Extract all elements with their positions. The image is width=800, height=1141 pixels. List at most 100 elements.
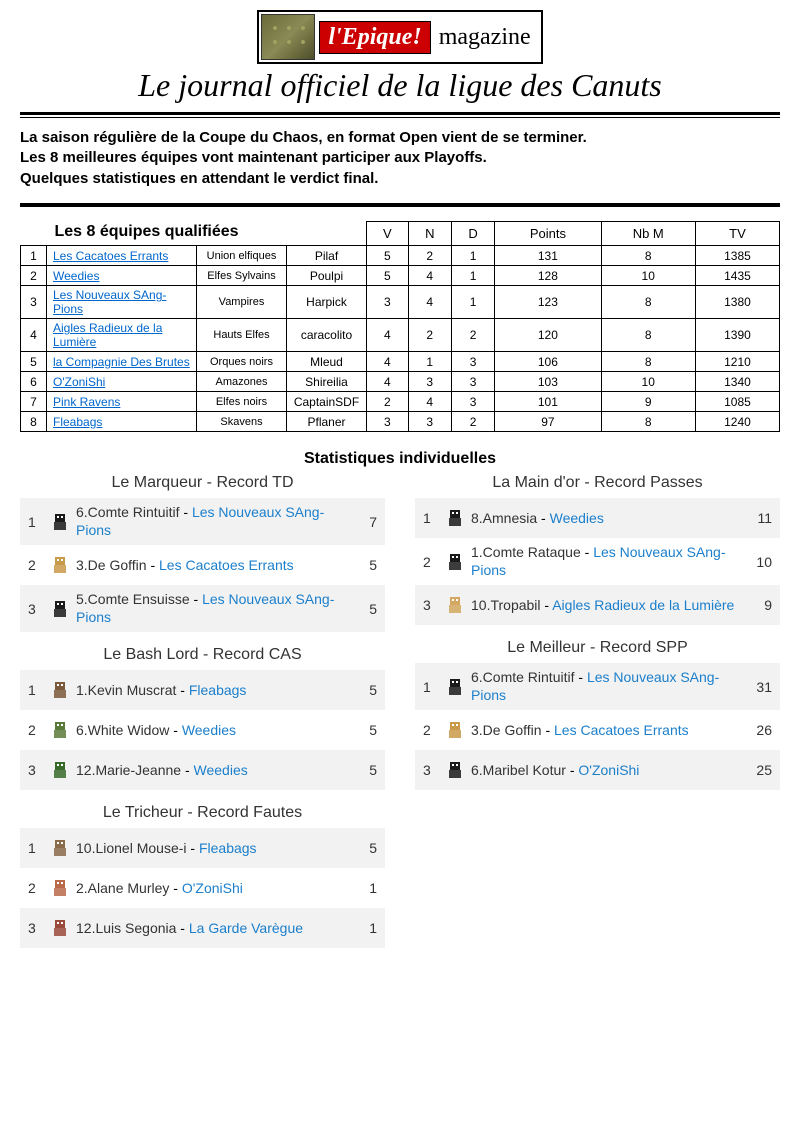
team-link[interactable]: la Compagnie Des Brutes: [47, 352, 197, 372]
player-sprite-icon: [50, 838, 70, 858]
stat-cell: 3: [451, 372, 494, 392]
stat-text: 3.De Goffin - Les Cacatoes Errants: [76, 557, 341, 575]
team-link[interactable]: Pink Ravens: [47, 392, 197, 412]
stat-value: 5: [347, 682, 377, 698]
rank-cell: 7: [21, 392, 47, 412]
stat-cell: 131: [495, 246, 601, 266]
stat-cell: 1: [451, 266, 494, 286]
col-header: V: [367, 221, 409, 246]
stat-cell: 103: [495, 372, 601, 392]
stat-value: 7: [347, 514, 377, 530]
stat-position: 3: [28, 920, 44, 936]
stat-row: 36.Maribel Kotur - O'ZoniShi25: [415, 750, 780, 790]
stat-cell: 1: [451, 246, 494, 266]
table-row: 6O'ZoniShiAmazonesShireilia433103101340: [21, 372, 780, 392]
stat-cell: 101: [495, 392, 601, 412]
individual-stats-title: Statistiques individuelles: [20, 450, 780, 468]
team-link[interactable]: Les Cacatoes Errants: [47, 246, 197, 266]
table-row: 2WeediesElfes SylvainsPoulpi541128101435: [21, 266, 780, 286]
stat-text: 1.Kevin Muscrat - Fleabags: [76, 682, 341, 700]
stat-cell: 1435: [695, 266, 779, 286]
col-header: TV: [695, 221, 779, 246]
stat-cell: 3: [408, 372, 451, 392]
team-link[interactable]: Les Nouveaux SAng-Pions: [47, 286, 197, 319]
stat-value: 1: [347, 920, 377, 936]
stat-row: 18.Amnesia - Weedies11: [415, 498, 780, 538]
player-name: 5.Comte Ensuisse: [76, 591, 190, 607]
stat-text: 2.Alane Murley - O'ZoniShi: [76, 880, 341, 898]
stat-position: 2: [423, 722, 439, 738]
player-name: 1.Comte Rataque: [471, 544, 581, 560]
player-name: 6.Comte Rintuitif: [76, 504, 179, 520]
stat-cell: 1210: [695, 352, 779, 372]
race-cell: Orques noirs: [197, 352, 287, 372]
stat-position: 1: [28, 682, 44, 698]
stat-cell: 4: [408, 392, 451, 412]
team-link[interactable]: O'ZoniShi: [182, 880, 243, 896]
stat-cell: 3: [451, 392, 494, 412]
team-link[interactable]: Les Cacatoes Errants: [554, 722, 689, 738]
rank-cell: 3: [21, 286, 47, 319]
stat-cell: 10: [601, 372, 695, 392]
coach-cell: Mleud: [287, 352, 367, 372]
team-link[interactable]: Weedies: [47, 266, 197, 286]
player-name: 12.Marie-Jeanne: [76, 762, 181, 778]
stat-block-title: Le Bash Lord - Record CAS: [20, 646, 385, 664]
stat-value: 5: [347, 557, 377, 573]
rank-cell: 5: [21, 352, 47, 372]
team-link[interactable]: Aigles Radieux de la Lumière: [47, 319, 197, 352]
team-link[interactable]: Weedies: [194, 762, 248, 778]
player-name: 2.Alane Murley: [76, 880, 169, 896]
stat-position: 1: [423, 679, 439, 695]
stat-position: 3: [423, 597, 439, 613]
stat-value: 25: [742, 762, 772, 778]
team-link[interactable]: Aigles Radieux de la Lumière: [552, 597, 734, 613]
race-cell: Elfes Sylvains: [197, 266, 287, 286]
stat-text: 6.Comte Rintuitif - Les Nouveaux SAng-Pi…: [471, 669, 736, 704]
stat-cell: 1085: [695, 392, 779, 412]
player-name: 3.De Goffin: [76, 557, 147, 573]
stats-column-left: Le Marqueur - Record TD16.Comte Rintuiti…: [20, 474, 385, 962]
team-link[interactable]: Fleabags: [47, 412, 197, 432]
stat-value: 31: [742, 679, 772, 695]
stat-cell: 9: [601, 392, 695, 412]
stat-value: 5: [347, 601, 377, 617]
stat-row: 21.Comte Rataque - Les Nouveaux SAng-Pio…: [415, 538, 780, 585]
qualified-title: Les 8 équipes qualifiées: [25, 223, 239, 244]
stat-cell: 5: [367, 266, 409, 286]
team-link[interactable]: O'ZoniShi: [578, 762, 639, 778]
stat-position: 2: [28, 722, 44, 738]
rank-cell: 2: [21, 266, 47, 286]
stat-cell: 2: [408, 246, 451, 266]
stat-text: 12.Marie-Jeanne - Weedies: [76, 762, 341, 780]
coach-cell: Pflaner: [287, 412, 367, 432]
team-link[interactable]: Weedies: [182, 722, 236, 738]
stat-row: 22.Alane Murley - O'ZoniShi1: [20, 868, 385, 908]
stat-cell: 4: [367, 372, 409, 392]
stat-text: 12.Luis Segonia - La Garde Varègue: [76, 920, 341, 938]
team-link[interactable]: Weedies: [550, 510, 604, 526]
player-sprite-icon: [445, 677, 465, 697]
team-link[interactable]: La Garde Varègue: [189, 920, 303, 936]
coach-cell: Poulpi: [287, 266, 367, 286]
stat-row: 23.De Goffin - Les Cacatoes Errants5: [20, 545, 385, 585]
stat-cell: 10: [601, 266, 695, 286]
stat-row: 26.White Widow - Weedies5: [20, 710, 385, 750]
divider: [20, 203, 780, 207]
stat-row: 16.Comte Rintuitif - Les Nouveaux SAng-P…: [20, 498, 385, 545]
team-link[interactable]: Les Cacatoes Errants: [159, 557, 294, 573]
stat-cell: 1385: [695, 246, 779, 266]
race-cell: Elfes noirs: [197, 392, 287, 412]
stat-block: Le Meilleur - Record SPP 1 6.Comte Rintuit…: [415, 639, 780, 790]
intro-text: La saison régulière de la Coupe du Chaos…: [20, 128, 780, 189]
race-cell: Amazones: [197, 372, 287, 392]
team-link[interactable]: Fleabags: [189, 682, 247, 698]
team-link[interactable]: O'ZoniShi: [47, 372, 197, 392]
player-sprite-icon: [50, 599, 70, 619]
stat-block-title: Le Meilleur - Record SPP: [415, 639, 780, 657]
team-link[interactable]: Fleabags: [199, 840, 257, 856]
stat-block: Le Bash Lord - Record CAS 1 1.Kevin Muscra…: [20, 646, 385, 790]
table-row: 1Les Cacatoes ErrantsUnion elfiquesPilaf…: [21, 246, 780, 266]
stat-cell: 106: [495, 352, 601, 372]
stat-cell: 1390: [695, 319, 779, 352]
